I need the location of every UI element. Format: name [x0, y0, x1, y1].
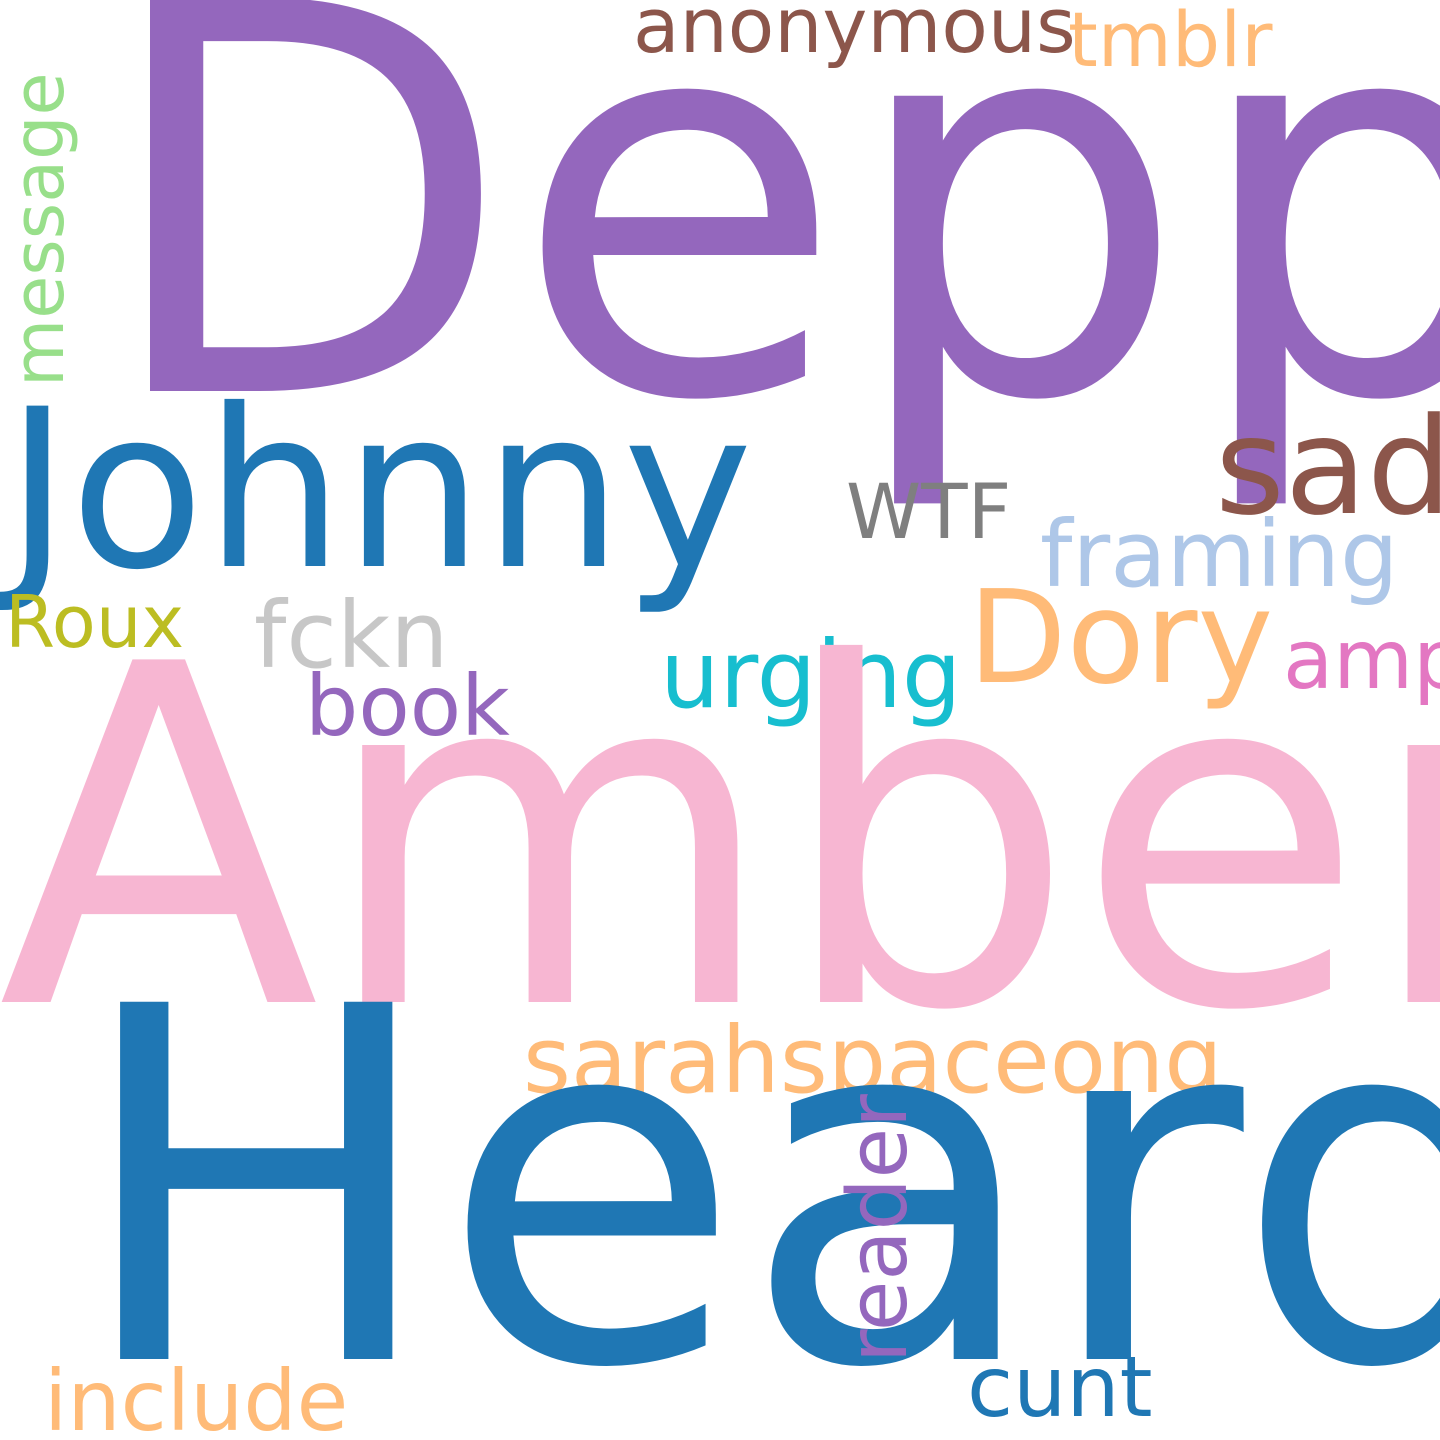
- word-depp: Depp: [97, 0, 1440, 519]
- word-cunt: cunt: [967, 1338, 1153, 1436]
- word-anonymous: anonymous: [633, 0, 1076, 70]
- word-roux: Roux: [5, 580, 185, 664]
- word-amber: Amber: [0, 566, 1440, 1113]
- word-sad: sad: [1215, 389, 1440, 545]
- word-urging: urging: [660, 621, 962, 730]
- word-framing: framing: [1040, 501, 1399, 608]
- word-johnny: Johnny: [5, 362, 753, 618]
- word-dory: Dory: [968, 564, 1274, 713]
- word-sarahspaceong: sarahspaceong: [523, 1007, 1223, 1114]
- word-include: include: [44, 1352, 349, 1440]
- word-fckn: fckn: [254, 582, 449, 689]
- word-message: message: [0, 72, 80, 387]
- word-heard: Heard: [72, 904, 1440, 1440]
- word-amp: amp: [1283, 613, 1440, 708]
- word-wtf: WTF: [846, 467, 1012, 556]
- word-tmblr: tmblr: [1068, 0, 1273, 84]
- word-reader: reader: [831, 1094, 926, 1363]
- word-book: book: [305, 657, 510, 755]
